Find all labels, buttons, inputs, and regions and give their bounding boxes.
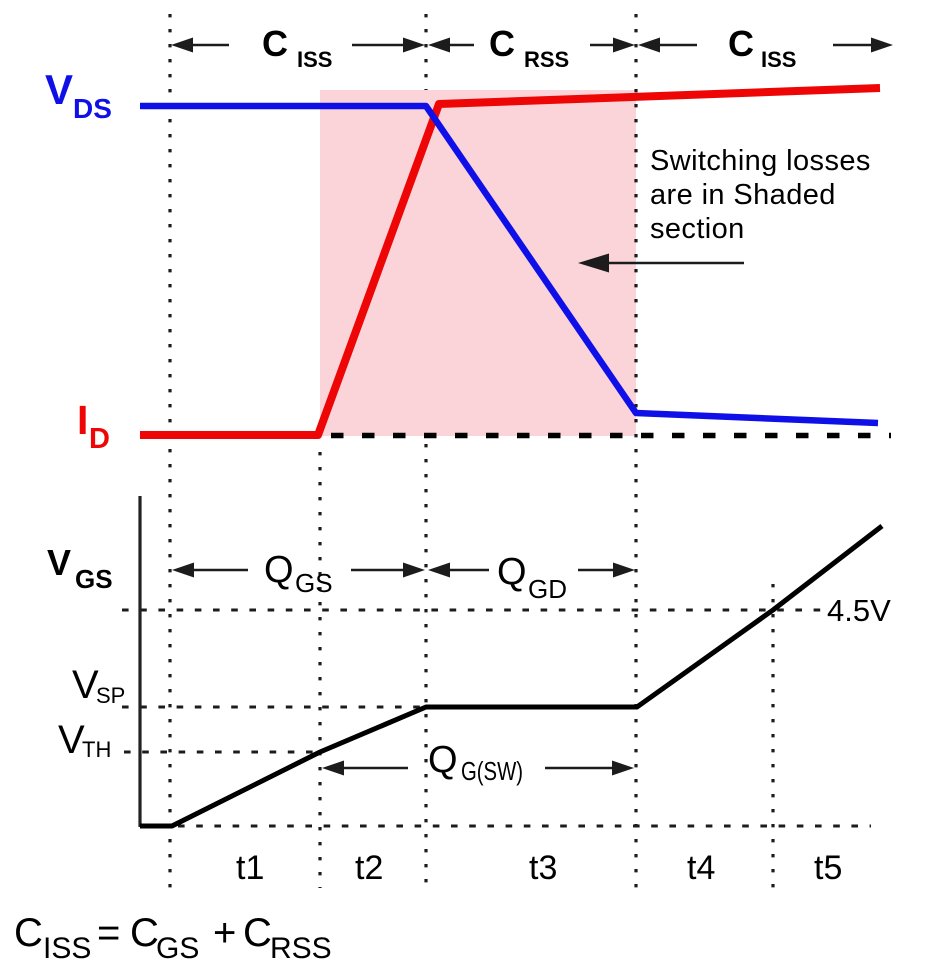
svg-text:D: D — [89, 423, 110, 455]
svg-text:=: = — [97, 911, 120, 955]
svg-text:GS: GS — [75, 564, 113, 594]
svg-text:4.5V: 4.5V — [827, 593, 891, 628]
svg-text:ISS: ISS — [43, 932, 91, 964]
svg-text:RSS: RSS — [524, 47, 569, 72]
svg-text:C: C — [489, 23, 515, 64]
svg-text:C: C — [243, 911, 272, 955]
svg-text:GS: GS — [295, 568, 333, 598]
svg-text:V: V — [47, 542, 71, 583]
svg-text:are in Shaded: are in Shaded — [650, 179, 836, 211]
svg-text:Q: Q — [497, 551, 527, 593]
svg-text:I: I — [77, 397, 88, 443]
svg-text:section: section — [650, 213, 745, 245]
svg-text:C: C — [130, 911, 159, 955]
svg-text:V: V — [72, 663, 99, 707]
svg-text:ISS: ISS — [761, 47, 796, 72]
svg-text:G(SW): G(SW) — [461, 756, 523, 786]
svg-text:GS: GS — [156, 932, 199, 964]
svg-text:ISS: ISS — [297, 47, 332, 72]
svg-text:TH: TH — [82, 737, 111, 762]
svg-text:C: C — [262, 23, 288, 64]
svg-text:t4: t4 — [687, 849, 715, 887]
svg-text:Switching losses: Switching losses — [650, 145, 871, 177]
svg-text:C: C — [728, 23, 754, 64]
svg-text:t5: t5 — [814, 849, 842, 887]
svg-text:Q: Q — [428, 739, 458, 781]
svg-text:RSS: RSS — [270, 932, 332, 964]
svg-text:Q: Q — [264, 549, 294, 591]
svg-text:t1: t1 — [236, 849, 264, 887]
svg-text:V: V — [58, 718, 85, 762]
svg-text:DS: DS — [73, 93, 112, 124]
svg-text:t2: t2 — [355, 849, 383, 887]
svg-text:t3: t3 — [529, 849, 557, 887]
svg-text:SP: SP — [96, 683, 125, 708]
svg-text:GD: GD — [528, 574, 567, 604]
svg-text:V: V — [45, 66, 73, 113]
svg-text:+: + — [213, 911, 236, 955]
svg-text:C: C — [14, 911, 43, 955]
